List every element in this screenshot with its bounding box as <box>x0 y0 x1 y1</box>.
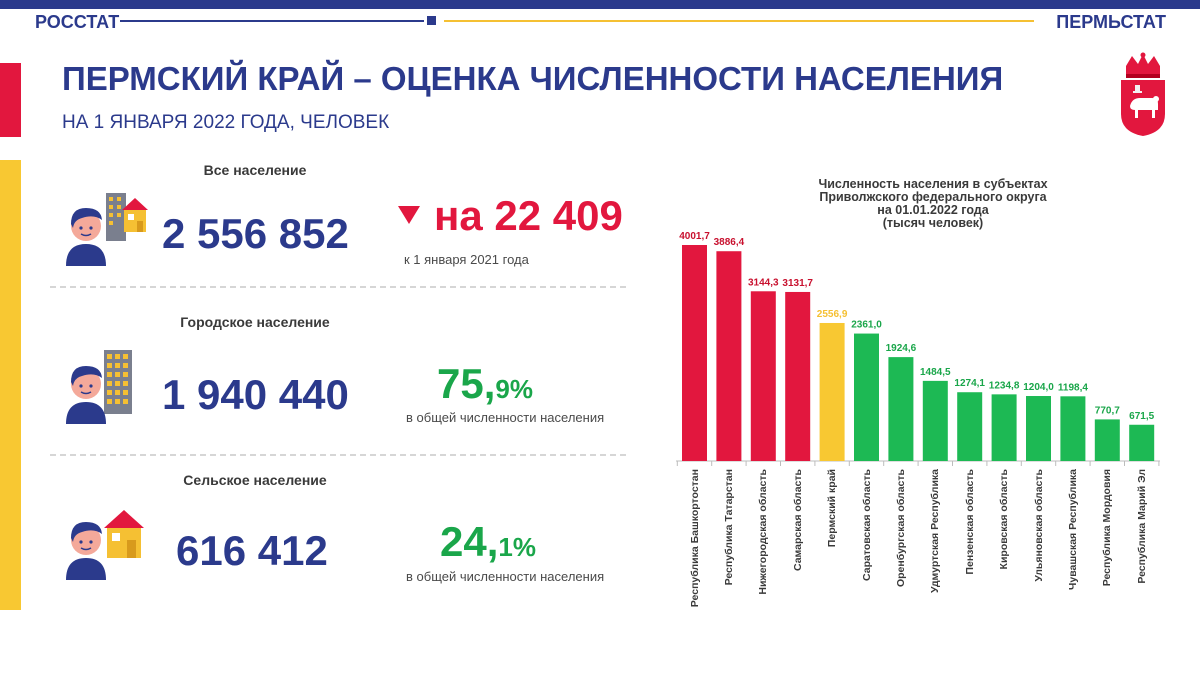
chart-data-label: 1204,0 <box>1023 382 1054 393</box>
chart-data-label: 770,7 <box>1095 405 1120 416</box>
chart-data-label: 1234,8 <box>989 380 1020 391</box>
chart-x-tick-label: Оренбургская область <box>894 469 907 588</box>
urban-percent-dec: 9% <box>495 374 533 404</box>
chart-bar <box>922 380 948 461</box>
chart-data-label: 1924,6 <box>886 343 917 354</box>
urban-percent-int: 75, <box>437 360 496 407</box>
change-note: к 1 января 2021 года <box>404 252 529 267</box>
chart-data-label: 3886,4 <box>714 237 745 248</box>
page-subtitle: НА 1 ЯНВАРЯ 2022 ГОДА, ЧЕЛОВЕК <box>62 112 390 133</box>
chart-data-label: 1198,4 <box>1058 382 1088 393</box>
total-population-value: 2 556 852 <box>162 210 349 257</box>
urban-population-label: Городское население <box>180 314 330 330</box>
chart-x-tick-label: Нижегородская область <box>757 469 770 595</box>
chart-title-line: на 01.01.2022 года <box>877 203 989 217</box>
top-bar <box>0 0 1200 9</box>
urban-percent: 75,9% <box>437 360 533 408</box>
chart-bar <box>1094 419 1120 461</box>
chart-data-label: 1484,5 <box>920 367 951 378</box>
chart-x-tick-label: Пермский край <box>826 469 839 548</box>
chart-bar <box>785 291 811 461</box>
chart-data-label: 2556,9 <box>817 309 848 320</box>
chart-bar <box>854 333 879 461</box>
urban-population-value: 1 940 440 <box>162 371 349 418</box>
rural-percent: 24,1% <box>440 518 536 566</box>
chart-x-tick-label: Самарская область <box>791 469 804 571</box>
divider-2 <box>50 454 626 456</box>
total-population-label: Все население <box>203 162 307 178</box>
chart-bar <box>957 392 983 461</box>
chart-x-tick-label: Республика Башкортостан <box>688 469 701 608</box>
down-arrow-icon <box>398 205 420 224</box>
header-line-gold <box>444 20 1034 22</box>
rural-population-value: 616 412 <box>176 527 328 574</box>
rural-percent-int: 24, <box>440 518 499 565</box>
divider-1 <box>50 286 626 288</box>
chart-x-tick-label: Республика Татарстан <box>722 469 735 586</box>
chart-data-label: 671,5 <box>1129 411 1154 422</box>
total-population-change: на 22 409 <box>398 192 623 240</box>
chart-x-tick-label: Ульяновская область <box>1032 469 1045 582</box>
chart-title-line: Численность населения в субъектах <box>818 177 1048 191</box>
page-title: ПЕРМСКИЙ КРАЙ – ОЦЕНКА ЧИСЛЕННОСТИ НАСЕЛ… <box>62 60 1004 97</box>
chart-data-label: 1274,1 <box>954 378 985 389</box>
chart-bar <box>716 251 742 461</box>
chart-title-line: (тысяч человек) <box>882 216 984 230</box>
urban-percent-note: в общей численности населения <box>406 410 605 425</box>
chart-bar <box>819 322 845 461</box>
chart-bar <box>1060 396 1086 461</box>
chart-x-tick-label: Республика Мордовия <box>1101 469 1114 587</box>
chart-x-tick-label: Кировская область <box>998 469 1011 570</box>
rural-population-label: Сельское население <box>183 472 327 488</box>
person-house-icon <box>66 510 144 580</box>
chart-bar <box>1129 424 1155 461</box>
chart-x-tick-label: Республика Марий Эл <box>1135 469 1148 584</box>
brand-permstat: ПЕРМЬСТАТ <box>1056 12 1166 32</box>
chart-x-tick-label: Чувашская Республика <box>1066 469 1079 591</box>
header-line-blue <box>120 20 424 22</box>
header-dot <box>427 16 436 25</box>
chart-bar <box>1026 396 1051 461</box>
chart-x-tick-label: Удмуртская Республика <box>929 469 942 594</box>
chart-x-tick-label: Пензенская область <box>963 469 976 575</box>
chart-bar <box>888 357 914 461</box>
brand-rosstat: РОССТАТ <box>35 12 120 32</box>
chart-data-label: 3144,3 <box>748 277 779 288</box>
chart-bar <box>991 394 1017 461</box>
accent-stripe-gold <box>0 160 21 610</box>
rural-percent-dec: 1% <box>498 532 536 562</box>
person-city-icon <box>66 350 132 424</box>
accent-stripe-red <box>0 63 21 137</box>
chart-data-label: 4001,7 <box>679 231 710 242</box>
change-value: на 22 409 <box>434 192 623 239</box>
chart-title-line: Приволжского федерального округа <box>819 190 1047 204</box>
chart-data-label: 2361,0 <box>851 320 882 331</box>
person-city-house-icon <box>66 193 148 266</box>
rural-percent-note: в общей численности населения <box>406 569 605 584</box>
chart-bar <box>750 291 776 461</box>
coat-of-arms-icon <box>1121 52 1165 136</box>
chart-data-label: 3131,7 <box>782 278 813 289</box>
chart-bar <box>682 245 707 461</box>
chart-x-tick-label: Саратовская область <box>860 469 873 581</box>
chart-title: Численность населения в субъектах Привол… <box>780 178 1086 230</box>
